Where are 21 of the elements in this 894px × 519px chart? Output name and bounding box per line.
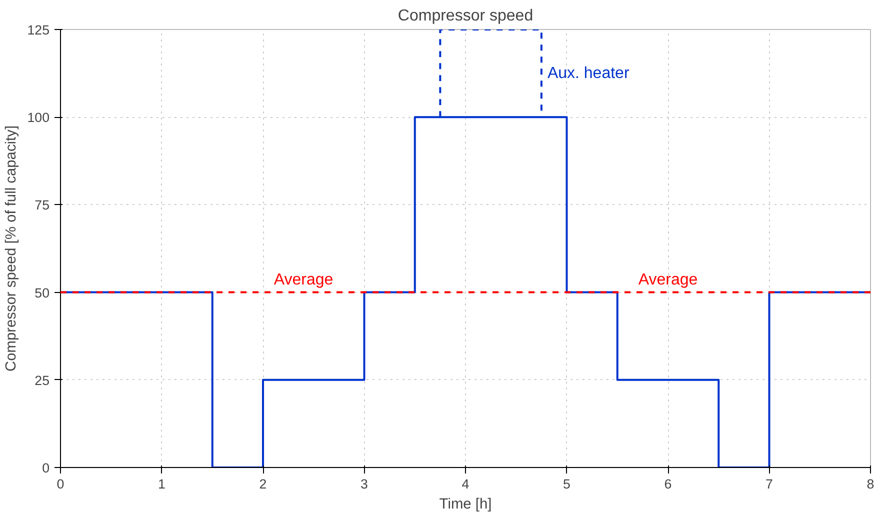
y-axis-title: Compressor speed [% of full capacity] <box>3 125 20 372</box>
x-tick-label: 7 <box>766 476 773 492</box>
x-tick-label: 2 <box>259 476 267 492</box>
x-axis-title: Time [h] <box>439 496 492 512</box>
x-tick-label: 6 <box>664 476 672 492</box>
x-tick-label: 3 <box>360 476 368 492</box>
y-tick-label: 125 <box>27 22 50 38</box>
x-tick-label: 1 <box>158 476 166 492</box>
annotation: Aux. heater <box>547 64 630 82</box>
chart-title: Compressor speed <box>398 8 534 24</box>
x-tick-label: 5 <box>563 476 570 492</box>
y-tick-label: 100 <box>27 110 50 126</box>
x-tick-label: 0 <box>56 476 64 492</box>
y-tick-label: 50 <box>34 285 50 300</box>
x-tick-label: 8 <box>866 476 874 492</box>
y-tick-label: 75 <box>34 198 50 213</box>
annotation: Average <box>638 271 698 288</box>
ref-line-label: Average <box>274 271 334 288</box>
y-tick-label: 0 <box>42 460 50 476</box>
y-tick-label: 25 <box>34 372 50 388</box>
x-tick-label: 4 <box>462 476 470 492</box>
